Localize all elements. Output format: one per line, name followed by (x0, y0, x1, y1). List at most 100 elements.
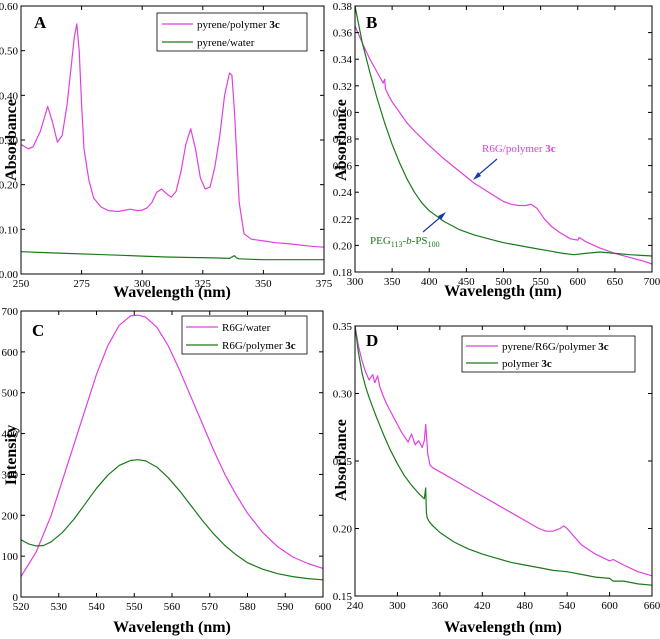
panel-b-ytick-label: 0.30 (333, 107, 353, 119)
panel-a-ylabel: Absorbance (3, 99, 20, 181)
panel-a-ytick-label: 0.20 (0, 180, 19, 192)
panel-d-label: D (366, 331, 378, 350)
panel-c-ytick-label: 300 (2, 469, 19, 481)
panel-d-ytick-label: 0.20 (333, 524, 353, 536)
panel-a-xtick-label: 350 (255, 278, 272, 290)
panel-d-xtick-label: 360 (432, 600, 449, 612)
panel-c-legend-box (181, 315, 308, 355)
panel-b-ytick-label: 0.36 (333, 28, 353, 40)
panel-d-xtick-label: 480 (516, 600, 533, 612)
panel-b-series-line-0 (354, 25, 653, 265)
panel-b-xlabel: Wavelength (nm) (444, 283, 562, 300)
panel-b: B R6G/polymer 3c PEG113-b-PS100 Waveleng… (333, 1, 660, 300)
panel-b-xtick-label: 500 (495, 276, 512, 288)
panel-c-xtick-label: 590 (277, 601, 294, 613)
panel-d: D pyrene/R6G/polymer 3c polymer 3c Wavel… (333, 321, 660, 636)
panel-d-ytick-label: 0.30 (333, 389, 353, 401)
legend-label-polymer: polymer 3c (502, 358, 552, 370)
panel-c-xtick-label: 570 (202, 601, 219, 613)
panel-b-ytick-label: 0.18 (333, 267, 353, 279)
panel-d-ytick-label: 0.35 (333, 321, 353, 333)
panel-b-xtick-label: 300 (347, 276, 364, 288)
annotation-arrowhead-r6g (473, 172, 481, 180)
panel-d-xtick-label: 240 (347, 600, 364, 612)
panel-c-ytick-label: 0 (13, 592, 19, 604)
panel-a-series-line-1 (20, 251, 324, 261)
panel-c-series-line-0 (20, 314, 324, 577)
panel-a-legend: pyrene/polymer 3c pyrene/water (156, 12, 308, 52)
panel-c-ytick-label: 400 (2, 429, 19, 441)
panel-a-ytick-label: 0.50 (0, 46, 19, 58)
panel-d-xtick-label: 420 (474, 600, 491, 612)
panel-b-ytick-label: 0.34 (333, 54, 353, 66)
legend-label-pyrene-water: pyrene/water (197, 37, 255, 49)
panel-b-ytick-label: 0.28 (333, 134, 353, 146)
panel-a-legend-box (156, 12, 308, 52)
annotation-peg-ps: PEG113-b-PS100 (370, 235, 440, 249)
annotation-arrowhead-peg (438, 212, 446, 220)
panel-c-xtick-label: 540 (88, 601, 105, 613)
panel-c-xtick-label: 560 (164, 601, 181, 613)
panel-b-series-line-1 (354, 5, 653, 257)
panel-b-xtick-label: 650 (607, 276, 624, 288)
panel-a-label: A (34, 13, 47, 32)
panel-c-xtick-label: 580 (239, 601, 256, 613)
panel-b-ytick-label: 0.38 (333, 1, 353, 13)
panel-a-ytick-label: 0.00 (0, 269, 19, 281)
panel-a-xtick-label: 250 (13, 278, 30, 290)
panel-b-frame (354, 5, 653, 273)
panel-d-ylabel: Absorbance (333, 419, 350, 501)
panel-d-ytick-label: 0.25 (333, 456, 353, 468)
panel-b-xtick-label: 550 (532, 276, 549, 288)
panel-b-ytick-label: 0.24 (333, 187, 353, 199)
panel-b-xtick-label: 400 (421, 276, 438, 288)
panel-c-xtick-label: 550 (126, 601, 143, 613)
panel-b-label: B (366, 13, 377, 32)
panel-d-xtick-label: 660 (644, 600, 660, 612)
panel-a-xtick-label: 375 (316, 278, 333, 290)
panel-b-xtick-label: 450 (458, 276, 475, 288)
panel-d-ytick-label: 0.15 (333, 591, 353, 603)
panel-d-series-line-0 (354, 325, 653, 577)
panel-c-xtick-label: 520 (13, 601, 30, 613)
panel-d-legend-box (461, 335, 636, 373)
panel-c-xtick-label: 530 (51, 601, 68, 613)
panel-a: A pyrene/polymer 3c pyrene/water Wavelen… (0, 1, 333, 301)
panel-d-xtick-label: 540 (559, 600, 576, 612)
panel-d-xtick-label: 600 (601, 600, 618, 612)
annotation-r6g-polymer: R6G/polymer 3c (482, 143, 556, 155)
panel-b-ytick-label: 0.32 (333, 81, 352, 93)
legend-label-pyrene-r6g-polymer: pyrene/R6G/polymer 3c (502, 341, 609, 353)
panel-a-ytick-label: 0.10 (0, 224, 19, 236)
panel-c-label: C (32, 321, 44, 340)
panel-b-xtick-label: 700 (644, 276, 660, 288)
legend-label-pyrene-polymer: pyrene/polymer 3c (197, 19, 280, 31)
panel-a-ytick-label: 0.60 (0, 1, 19, 13)
panel-c-ytick-label: 600 (2, 347, 19, 359)
panel-a-ytick-label: 0.40 (0, 90, 19, 102)
panel-a-xtick-label: 325 (195, 278, 212, 290)
panel-d-xtick-label: 300 (389, 600, 406, 612)
panel-a-series-line-0 (20, 23, 325, 248)
panel-b-xtick-label: 350 (384, 276, 401, 288)
panel-a-xlabel: Wavelength (nm) (113, 284, 231, 301)
panel-c-legend: R6G/water R6G/polymer 3c (181, 315, 308, 355)
panel-c-ytick-label: 700 (2, 306, 19, 318)
panel-c-ytick-label: 200 (2, 510, 19, 522)
panel-b-ytick-label: 0.22 (333, 214, 352, 226)
panel-c-series (20, 314, 324, 581)
panel-b-ytick-label: 0.20 (333, 240, 353, 252)
panel-b-ytick-label: 0.26 (333, 161, 353, 173)
panel-c-ylabel: Intensity (3, 425, 20, 485)
panel-c-series-line-1 (20, 459, 324, 581)
panel-a-ytick-label: 0.30 (0, 135, 19, 147)
panel-b-xtick-label: 600 (570, 276, 587, 288)
panel-a-xtick-label: 300 (134, 278, 151, 290)
panel-c-ytick-label: 500 (2, 388, 19, 400)
legend-label-r6g-water: R6G/water (222, 322, 271, 334)
panel-c-xlabel: Wavelength (nm) (113, 619, 231, 636)
panel-d-series-line-1 (354, 325, 653, 586)
panel-a-xtick-label: 275 (73, 278, 90, 290)
panel-b-series (354, 5, 653, 265)
